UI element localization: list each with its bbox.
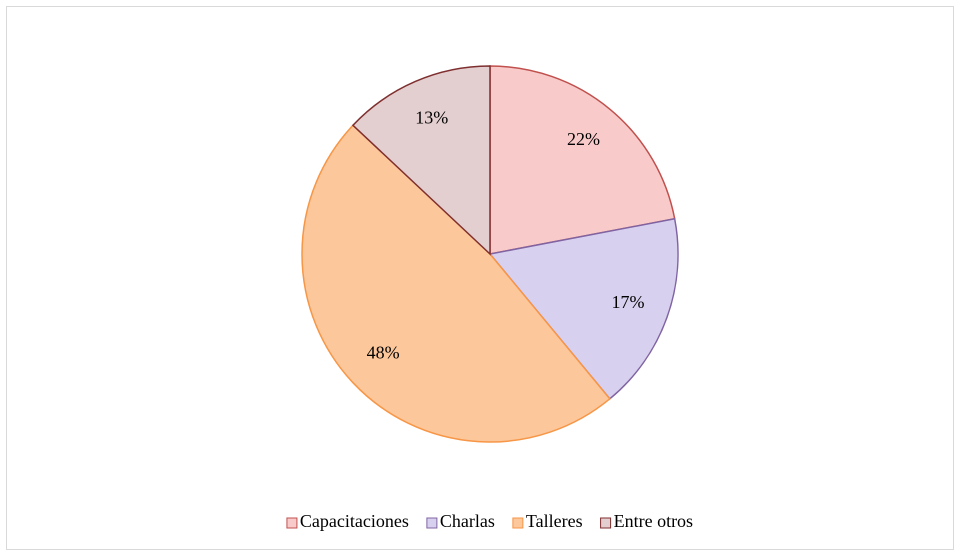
legend-swatch [426, 517, 438, 529]
legend: Capacitaciones Charlas Talleres Entre otros [286, 511, 693, 531]
legend-label: Charlas [440, 511, 495, 531]
pie-slice [489, 65, 676, 255]
data-label: 48% [367, 343, 400, 363]
legend-swatch [286, 517, 298, 529]
legend-label: Capacitaciones [300, 511, 409, 531]
pie-slice [488, 217, 679, 400]
data-label: 22% [567, 129, 600, 149]
legend-swatch [600, 517, 612, 529]
legend-label: Talleres [526, 511, 583, 531]
data-label: 13% [415, 108, 448, 128]
pie-slice [351, 65, 491, 256]
legend-swatch [512, 517, 524, 529]
pie-slice [301, 124, 611, 443]
data-label: 17% [611, 292, 644, 312]
legend-label: Entre otros [614, 511, 693, 531]
